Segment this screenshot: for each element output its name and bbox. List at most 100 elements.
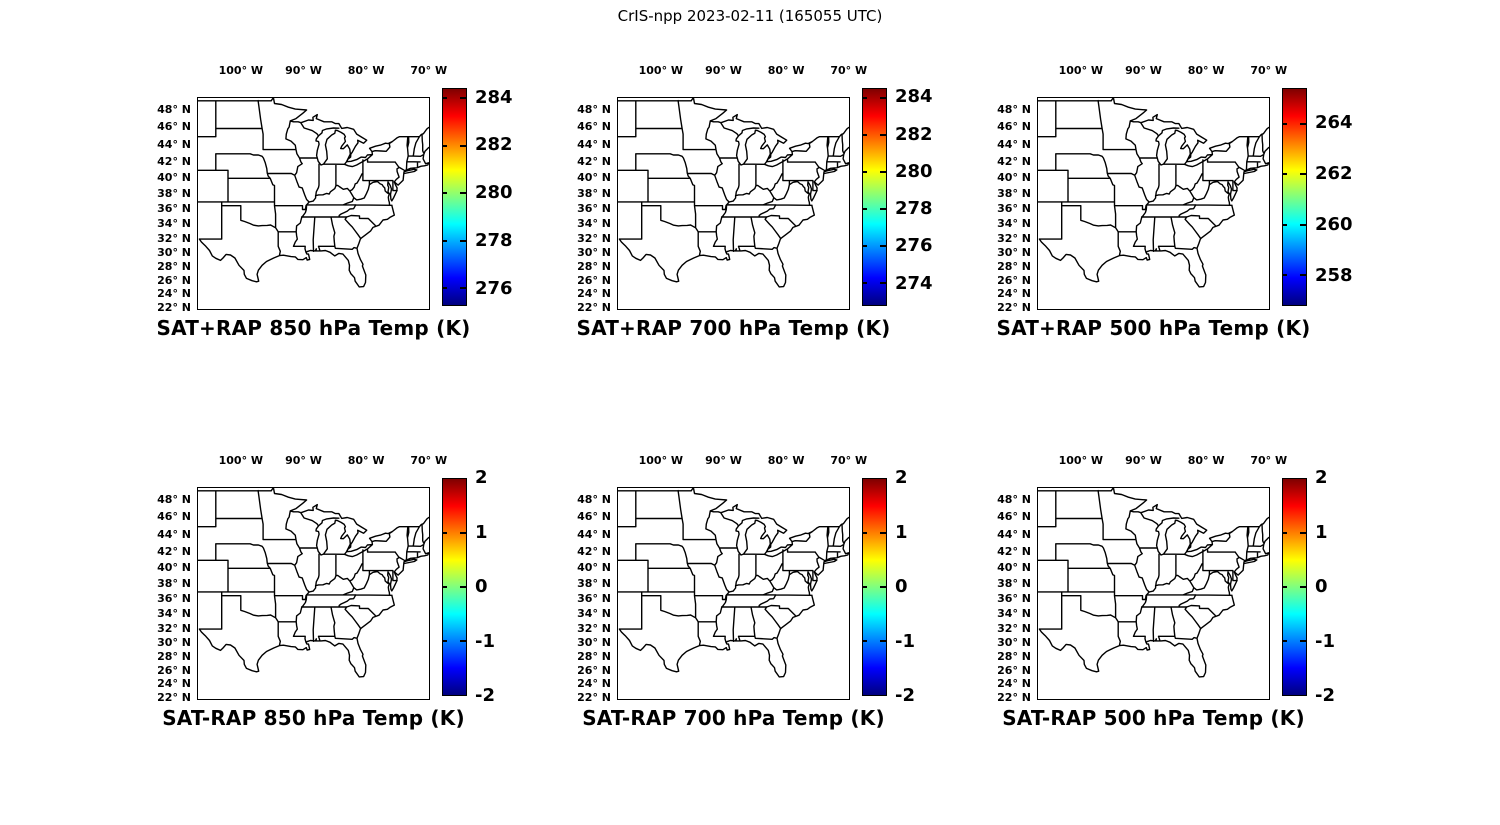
lat-tick-label: 34° N <box>157 606 191 620</box>
colorbar-tick <box>460 586 466 588</box>
colorbar-tick <box>863 208 867 210</box>
colorbar-tick <box>1300 586 1306 588</box>
lon-tick-label: 90° W <box>285 64 322 77</box>
lat-tick-label: 40° N <box>577 170 611 184</box>
lat-tick-label: 26° N <box>577 663 611 677</box>
lat-tick-label: 34° N <box>577 216 611 230</box>
colorbar-tick-label: 2 <box>475 467 488 488</box>
colorbar-tick-label: -1 <box>475 630 495 652</box>
colorbar-tick <box>1283 586 1287 588</box>
colorbar-tick <box>880 640 886 642</box>
lat-tick-label: 22° N <box>577 300 611 314</box>
colorbar-tick <box>460 640 466 642</box>
lon-tick-label: 70° W <box>1250 64 1288 77</box>
lat-tick-label: 40° N <box>997 170 1031 184</box>
lat-tick-label: 26° N <box>997 273 1031 287</box>
colorbar-tick <box>1300 173 1306 176</box>
colorbar-tick-label: 1 <box>895 521 908 543</box>
lat-tick-label: 30° N <box>157 635 191 649</box>
lat-tick-label: 28° N <box>997 649 1031 663</box>
lat-tick-label: 40° N <box>997 560 1031 574</box>
colorbar-tick <box>1283 640 1287 642</box>
lat-tick-label: 24° N <box>997 287 1031 301</box>
colorbar-tick <box>460 97 466 100</box>
colorbar-tick <box>863 640 867 642</box>
lat-tick-label: 48° N <box>577 102 611 116</box>
colorbar-tick <box>443 192 447 195</box>
lat-tick-label: 46° N <box>157 120 191 134</box>
lon-tick-label: 90° W <box>705 454 742 467</box>
us-states-map <box>196 486 430 700</box>
lat-tick-label: 46° N <box>157 510 191 524</box>
lat-tick-label: 22° N <box>157 300 191 314</box>
colorbar-tick-label: 278 <box>475 230 513 252</box>
lon-tick-label: 70° W <box>1250 454 1288 467</box>
colorbar-tick <box>863 97 867 100</box>
lat-tick-label: 32° N <box>997 231 1031 245</box>
us-states-map <box>1036 486 1270 700</box>
lat-tick-label: 24° N <box>997 677 1031 691</box>
lat-tick-label: 42° N <box>577 154 611 168</box>
colorbar <box>1282 88 1307 306</box>
lat-tick-label: 32° N <box>577 621 611 635</box>
colorbar-tick <box>863 244 867 247</box>
lat-tick-label: 38° N <box>157 186 191 200</box>
lat-tick-label: 48° N <box>157 102 191 116</box>
lon-tick-label: 80° W <box>347 454 385 467</box>
lat-tick-label: 36° N <box>157 201 191 215</box>
lat-tick-label: 30° N <box>997 635 1031 649</box>
state-boundaries <box>1036 486 1270 678</box>
lat-tick-label: 46° N <box>997 510 1031 524</box>
colorbar-tick-label: 0 <box>895 576 908 597</box>
colorbar <box>1282 478 1307 696</box>
state-boundaries <box>616 486 850 678</box>
colorbar-tick-label: 0 <box>1315 576 1328 597</box>
colorbar-tick <box>1300 273 1306 276</box>
lat-tick-label: 36° N <box>577 591 611 605</box>
colorbar-tick <box>460 144 466 147</box>
colorbar-tick <box>880 281 886 284</box>
colorbar-tick <box>1283 223 1287 226</box>
colorbar-tick <box>443 586 447 588</box>
colorbar-tick <box>460 239 466 242</box>
panel-title: SAT+RAP 500 hPa Temp (K) <box>996 316 1311 340</box>
lat-tick-label: 44° N <box>577 527 611 541</box>
lat-tick-label: 40° N <box>577 560 611 574</box>
lon-tick-label: 100° W <box>1058 454 1104 467</box>
lat-tick-label: 28° N <box>577 649 611 663</box>
lat-tick-label: 40° N <box>157 560 191 574</box>
lat-tick-label: 24° N <box>577 677 611 691</box>
lon-tick-label: 70° W <box>410 454 448 467</box>
colorbar-tick <box>1283 173 1287 176</box>
lat-tick-label: 38° N <box>997 186 1031 200</box>
lat-tick-label: 32° N <box>577 231 611 245</box>
panel-title: SAT-RAP 500 hPa Temp (K) <box>1002 706 1305 730</box>
colorbar-tick-label: 276 <box>475 278 513 300</box>
lat-tick-label: 26° N <box>157 273 191 287</box>
lat-tick-label: 34° N <box>157 216 191 230</box>
colorbar-tick <box>443 532 447 534</box>
lat-tick-label: 26° N <box>577 273 611 287</box>
us-map-svg <box>196 486 430 700</box>
state-boundaries <box>196 96 430 288</box>
lon-tick-label: 90° W <box>1125 64 1162 77</box>
lon-tick-label: 100° W <box>218 64 264 77</box>
colorbar-tick-label: 278 <box>895 198 933 220</box>
lat-tick-label: 48° N <box>157 492 191 506</box>
lat-tick-label: 44° N <box>577 137 611 151</box>
lat-tick-label: 24° N <box>577 287 611 301</box>
colorbar-tick <box>460 287 466 290</box>
colorbar-tick-label: 260 <box>1315 213 1353 235</box>
panel-sat-minus-rap-700: 100° W 90° W 80° W 70° W 48° N 46° N 44° N 42°… <box>540 442 940 772</box>
lon-tick-label: 100° W <box>218 454 264 467</box>
colorbar-tick-label: 2 <box>895 467 908 488</box>
lon-tick-label: 80° W <box>767 454 805 467</box>
us-states-map <box>196 96 430 310</box>
colorbar-tick <box>880 532 886 534</box>
colorbar-tick-label: -1 <box>1315 630 1335 652</box>
lat-tick-label: 44° N <box>157 137 191 151</box>
lat-tick-label: 42° N <box>157 544 191 558</box>
lon-tick-label: 70° W <box>830 454 868 467</box>
lat-tick-label: 38° N <box>577 576 611 590</box>
lat-tick-label: 42° N <box>577 544 611 558</box>
